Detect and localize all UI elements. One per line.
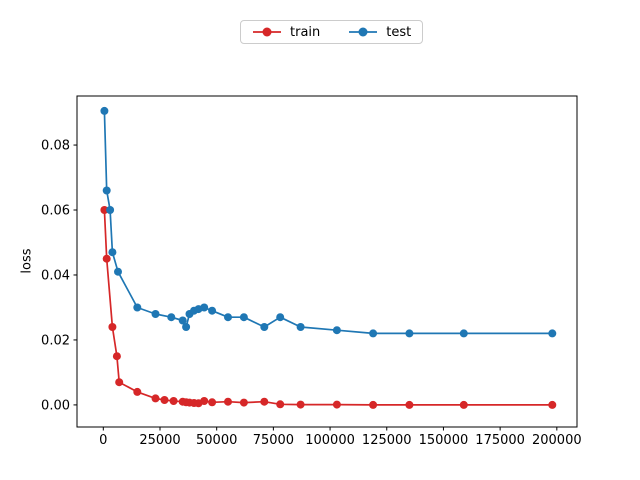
test-marker (296, 323, 305, 331)
train-marker (405, 400, 414, 409)
y-tick-label: 0.04 (41, 268, 70, 283)
train-marker (160, 396, 169, 404)
test-marker (208, 306, 217, 315)
test-marker (106, 206, 115, 214)
legend-label-train: train (290, 24, 321, 40)
test-marker (260, 323, 269, 331)
x-tick-label: 200000 (532, 433, 582, 448)
y-tick-label: 0.02 (41, 333, 70, 348)
train-marker (296, 400, 305, 409)
test-marker (108, 248, 117, 257)
train-marker (208, 398, 217, 407)
train-marker (133, 387, 142, 396)
train-line (103, 209, 553, 406)
y-axis-label: loss (19, 248, 35, 274)
legend-label-test: test (386, 24, 412, 40)
train-marker (151, 394, 160, 403)
x-tick-label: 125000 (362, 433, 412, 448)
train-marker (200, 397, 209, 405)
x-tick-label: 175000 (475, 433, 525, 448)
test-marker (548, 329, 557, 338)
test-marker (182, 323, 191, 331)
train-marker (276, 400, 285, 409)
train-marker (115, 378, 124, 387)
train-marker (239, 398, 248, 407)
test-marker (200, 303, 209, 312)
legend-entry-test: test (348, 25, 411, 39)
test-marker (239, 313, 248, 322)
test-marker (276, 313, 285, 322)
test-marker (133, 303, 142, 312)
legend-entry-train: train (252, 25, 320, 39)
test-marker (102, 186, 111, 195)
axes-spines (76, 95, 578, 428)
test-legend-dot (358, 27, 368, 37)
x-tick-label: 150000 (419, 433, 469, 448)
test-marker (405, 329, 414, 338)
train-marker (100, 206, 109, 214)
x-tick-label: 0 (99, 433, 107, 448)
train-marker (169, 397, 178, 405)
test-line (103, 110, 553, 335)
train-marker (548, 400, 557, 409)
train-marker (260, 397, 269, 406)
train-legend-dot (262, 27, 272, 37)
x-tick-label: 50000 (196, 433, 237, 448)
train-marker (332, 400, 341, 409)
train-marker (369, 400, 378, 409)
x-tick-label: 100000 (305, 433, 355, 448)
test-marker (459, 329, 468, 338)
test-marker (114, 267, 122, 276)
train-marker (459, 400, 468, 409)
test-marker (178, 316, 187, 325)
train-line-marker-icon (253, 27, 281, 37)
test-marker (369, 329, 378, 338)
test-marker (224, 313, 232, 322)
test-marker (100, 106, 109, 115)
y-tick-label: 0.00 (41, 398, 70, 413)
train-marker (224, 397, 232, 406)
test-marker (332, 326, 341, 335)
test-marker (167, 313, 176, 322)
train-marker (112, 352, 121, 361)
x-tick-label: 25000 (139, 433, 180, 448)
x-tick-label: 75000 (253, 433, 294, 448)
train-marker (102, 254, 111, 263)
test-marker (151, 310, 160, 318)
train-marker (108, 323, 117, 331)
legend: train test (240, 20, 424, 44)
y-tick-label: 0.08 (41, 139, 70, 154)
y-tick-label: 0.06 (41, 204, 70, 219)
test-line-marker-icon (349, 27, 378, 37)
